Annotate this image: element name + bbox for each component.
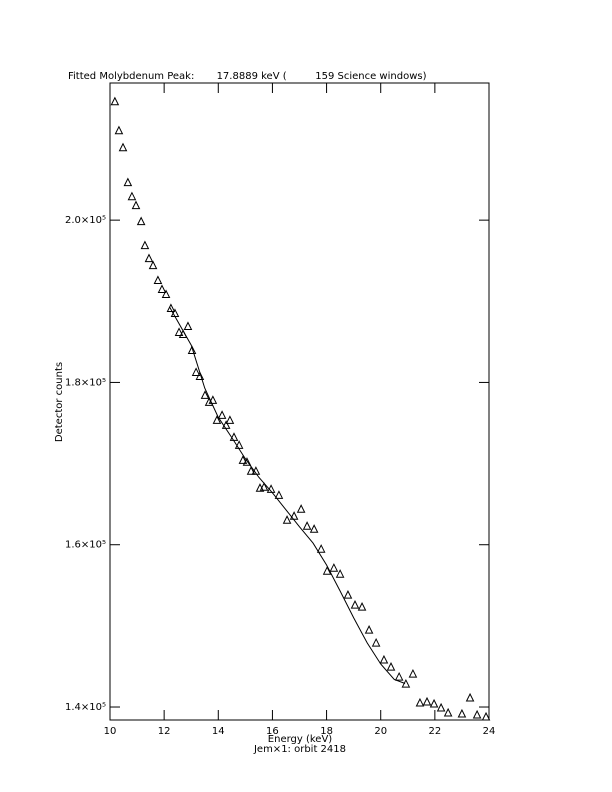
data-point	[350, 599, 360, 609]
data-point	[343, 590, 353, 599]
data-point	[465, 692, 475, 702]
data-point	[157, 284, 167, 294]
data-point	[148, 260, 158, 270]
data-point	[443, 707, 453, 717]
data-point	[200, 390, 210, 399]
data-point	[422, 696, 432, 706]
data-point	[394, 671, 404, 681]
data-point	[123, 177, 133, 187]
data-point	[153, 275, 163, 285]
x-tick-label: 24	[483, 726, 496, 737]
data-point	[161, 289, 171, 299]
data-point	[140, 240, 150, 250]
data-point	[309, 524, 319, 533]
chart-title: Fitted Molybdenum Peak: 17.8889 keV ( 15…	[68, 71, 427, 82]
data-point	[274, 490, 284, 499]
data-point	[335, 569, 345, 578]
data-point	[436, 702, 446, 712]
x-tick-label: 18	[320, 726, 333, 737]
data-point	[118, 142, 128, 152]
x-tick-label: 10	[104, 726, 117, 737]
data-point	[187, 345, 197, 354]
fit-curve	[169, 306, 406, 684]
data-point	[246, 466, 256, 475]
plot-frame	[109, 82, 490, 721]
x-tick-label: 16	[266, 726, 279, 737]
data-point	[371, 637, 381, 647]
data-point	[289, 511, 299, 520]
data-point	[296, 504, 306, 513]
data-point	[322, 566, 332, 575]
y-tick-label: 1.8×10⁵	[65, 377, 106, 388]
data-point	[195, 371, 205, 380]
data-point	[401, 678, 411, 688]
data-point	[217, 410, 227, 419]
y-axis-label: Detector counts	[54, 362, 65, 442]
data-point	[212, 415, 222, 424]
data-point	[408, 668, 418, 678]
data-point	[174, 327, 184, 336]
data-point	[481, 711, 491, 721]
x-tick-label: 20	[374, 726, 387, 737]
x-axis-label: Energy (keV)	[268, 734, 333, 745]
data-point	[386, 661, 396, 671]
data-point	[127, 191, 137, 201]
x-tick-label: 12	[158, 726, 171, 737]
data-point	[242, 457, 252, 466]
data-point	[208, 395, 218, 404]
data-point	[316, 544, 326, 553]
data-point	[144, 253, 154, 263]
data-point	[183, 321, 193, 331]
data-point	[259, 482, 269, 491]
y-tick-label: 2.0×10⁵	[65, 215, 106, 226]
data-point	[302, 521, 312, 530]
data-point	[191, 367, 201, 376]
data-point	[225, 415, 235, 424]
y-tick-label: 1.6×10⁵	[65, 540, 106, 551]
data-point	[131, 200, 141, 210]
data-point	[136, 216, 146, 226]
footer: Jem×1: orbit 2418	[253, 744, 346, 755]
data-point	[415, 697, 425, 707]
data-point	[329, 563, 339, 572]
data-point	[110, 96, 120, 106]
x-tick-label: 14	[212, 726, 225, 737]
data-point	[357, 602, 367, 611]
data-point	[379, 654, 389, 664]
data-point	[282, 515, 292, 524]
data-point	[429, 698, 439, 708]
x-tick-label: 22	[428, 726, 441, 737]
data-point	[457, 708, 467, 718]
data-point	[114, 125, 124, 135]
data-point	[166, 303, 176, 313]
y-tick-label: 1.4×10⁵	[65, 702, 106, 713]
data-point	[238, 455, 248, 464]
data-point	[472, 709, 482, 719]
data-point	[364, 624, 374, 634]
